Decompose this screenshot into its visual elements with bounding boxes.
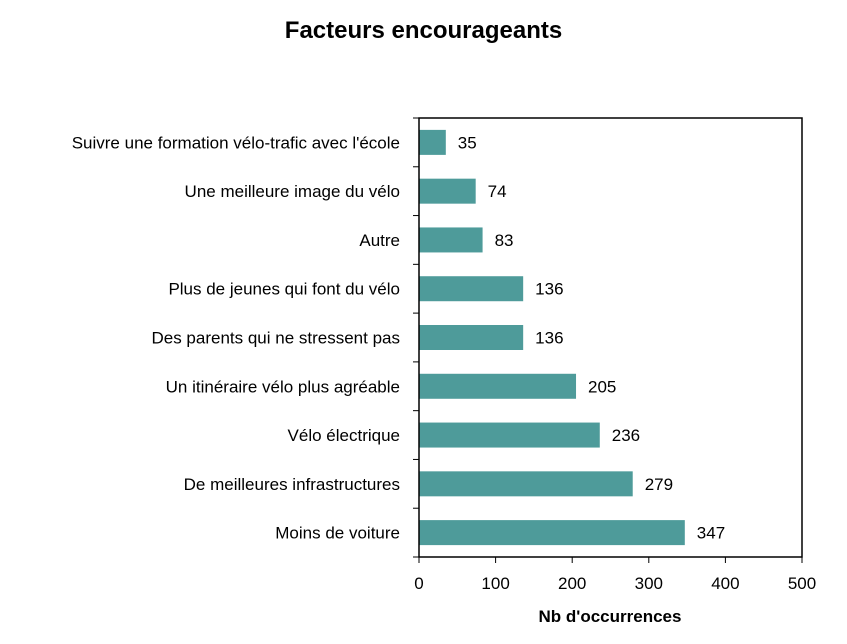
x-tick-label-2: 200 [558, 574, 586, 593]
bar-4 [419, 325, 524, 350]
data-label-0: 35 [458, 133, 477, 152]
plot-border [418, 117, 803, 558]
category-label-3: Plus de jeunes qui font du vélo [168, 280, 400, 299]
axes [413, 117, 803, 563]
category-label-8: Moins de voiture [275, 524, 400, 543]
category-label-4: Des parents qui ne stressent pas [151, 329, 400, 348]
bar-3 [419, 276, 524, 302]
x-axis-title: Nb d'occurrences [539, 607, 682, 626]
x-tick-label-3: 300 [635, 574, 663, 593]
category-label-1: Une meilleure image du vélo [185, 182, 400, 201]
data-label-3: 136 [535, 280, 563, 299]
data-label-4: 136 [535, 329, 563, 348]
x-tick-label-4: 400 [711, 574, 739, 593]
data-label-8: 347 [697, 524, 725, 543]
bar-2 [419, 227, 483, 253]
bar-5 [419, 373, 577, 399]
data-label-1: 74 [488, 182, 507, 201]
data-label-7: 279 [645, 475, 673, 494]
bar-6 [419, 422, 600, 448]
bar-0 [419, 129, 446, 155]
x-tick-labels: 0 100 200 300 400 500 [414, 574, 816, 593]
category-label-2: Autre [359, 231, 400, 250]
x-tick-label-5: 500 [788, 574, 816, 593]
x-tick-label-1: 100 [481, 574, 509, 593]
category-label-0: Suivre une formation vélo-trafic avec l'… [72, 133, 400, 152]
category-label-6: Vélo électrique [288, 426, 400, 445]
category-label-5: Un itinéraire vélo plus agréable [166, 377, 400, 396]
category-label-7: De meilleures infrastructures [184, 475, 400, 494]
category-labels: Suivre une formation vélo-trafic avec l'… [72, 133, 400, 542]
bars-group [419, 129, 685, 546]
bar-8 [419, 520, 685, 546]
chart-title: Facteurs encourageants [284, 17, 563, 44]
data-label-5: 205 [588, 377, 616, 396]
x-tick-label-0: 0 [414, 574, 423, 593]
bar-7 [419, 471, 633, 497]
data-labels: 35 74 83 136 136 205 236 279 347 [458, 133, 725, 542]
data-label-6: 236 [612, 426, 640, 445]
data-label-2: 83 [495, 231, 514, 250]
bar-1 [419, 178, 476, 204]
